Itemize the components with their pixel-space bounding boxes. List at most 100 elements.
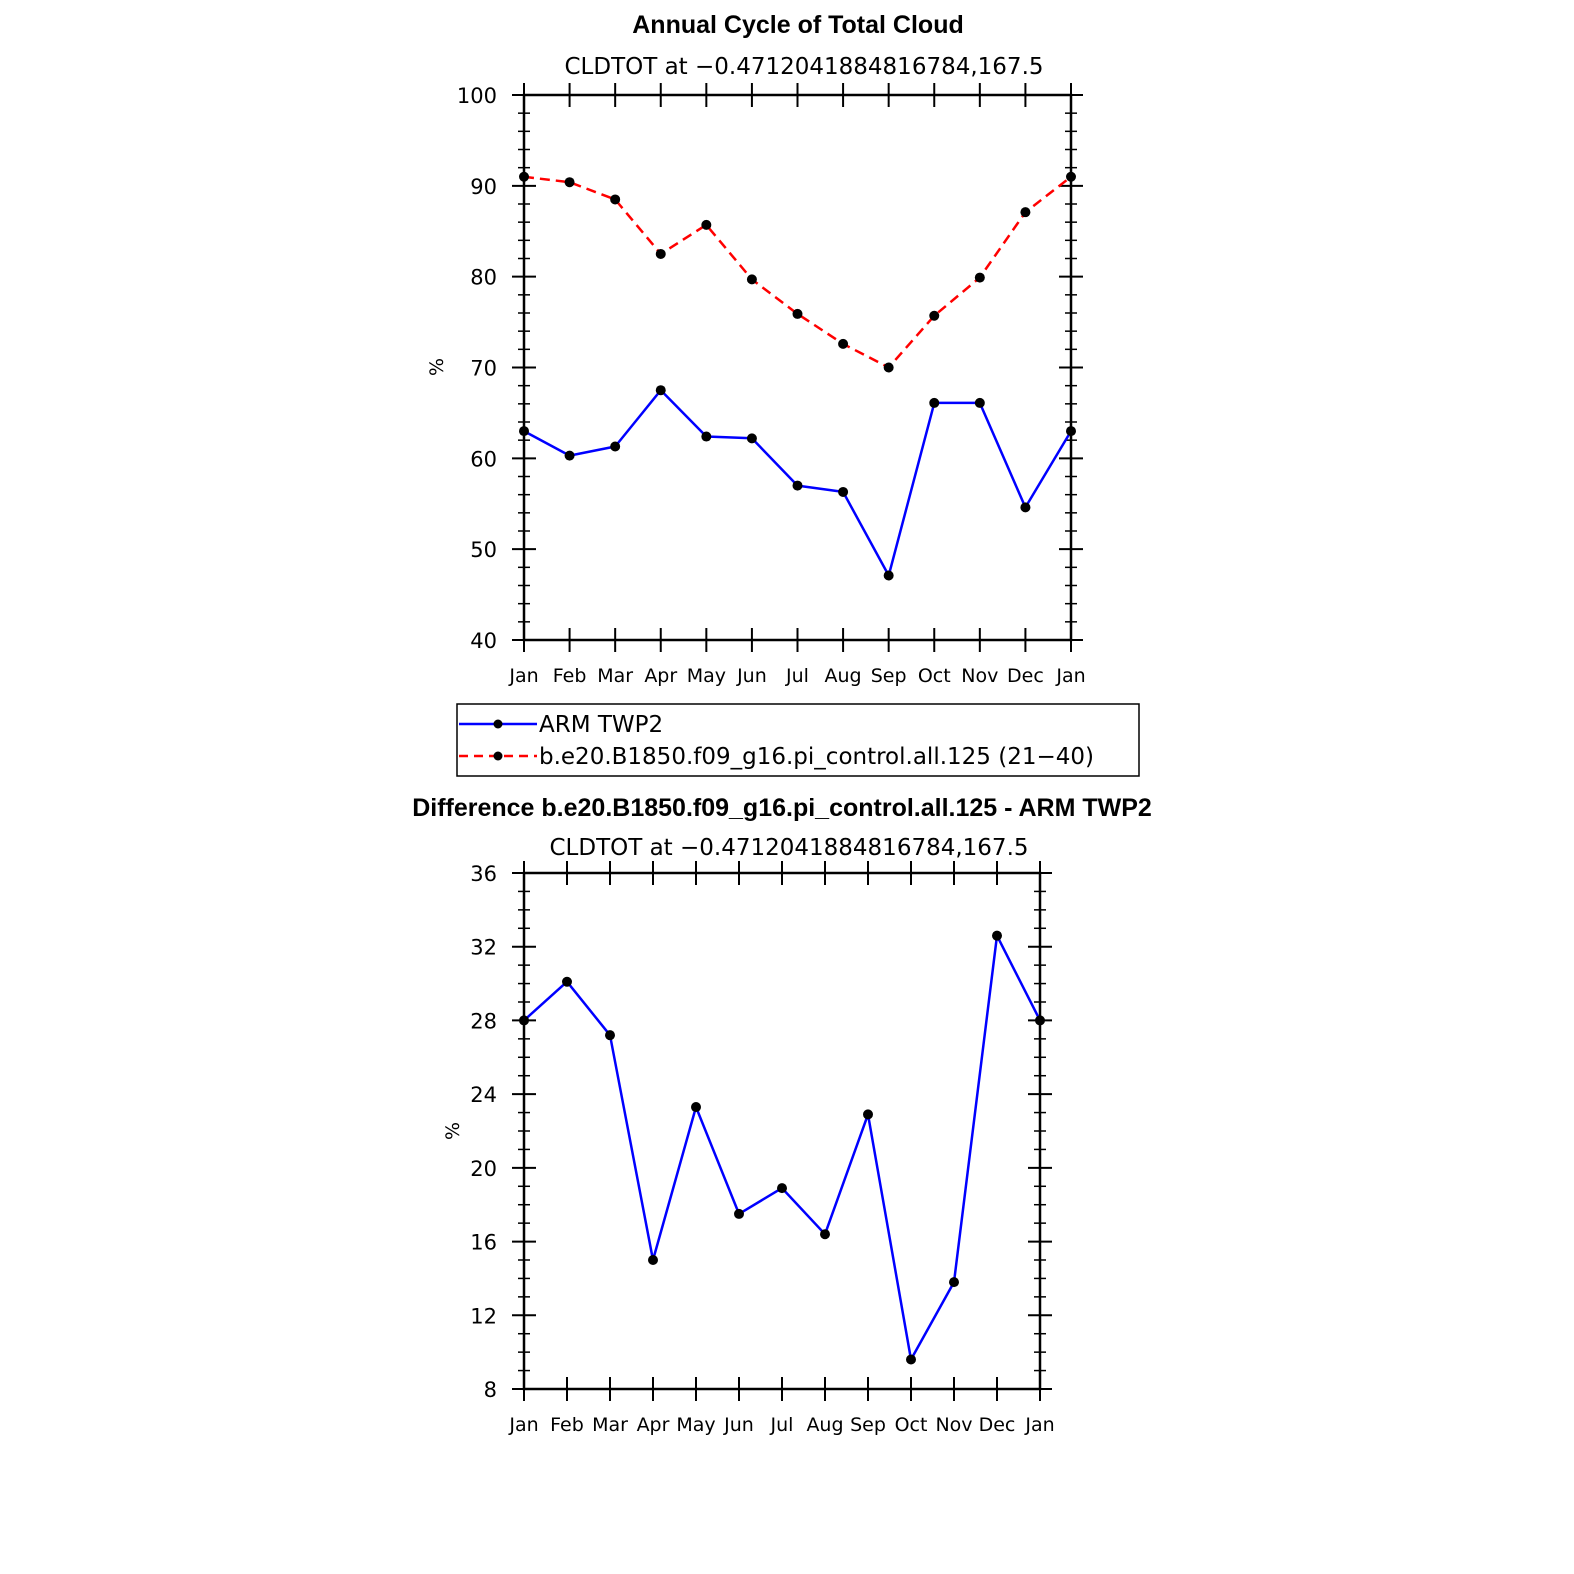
panel2-ytick-label: 24 — [470, 1083, 497, 1107]
panel2-title: Difference b.e20.B1850.f09_g16.pi_contro… — [412, 794, 1152, 822]
panel1-xtick-label: Nov — [961, 665, 998, 687]
panel2-axes: 8 12 16 20 24 28 32 36 Jan Feb Mar Apr May Jun Jul Aug S… — [470, 861, 1055, 1436]
panel1-xtick-label: Dec — [1007, 665, 1044, 687]
panel2-xtick-label: Aug — [806, 1414, 843, 1436]
panel1-series-1-point — [746, 274, 757, 285]
panel2-xtick-label: May — [676, 1414, 715, 1436]
panel1-series-0-point — [929, 397, 940, 408]
panel2-series-0-point — [906, 1354, 916, 1365]
panel2-series-0-point — [648, 1255, 658, 1265]
panel1-xtick-label: Apr — [644, 665, 677, 687]
panel1-xtick-label: Jan — [1055, 665, 1085, 687]
panel1-ytick-label: 100 — [457, 84, 497, 108]
panel2-xtick-label: Nov — [935, 1414, 972, 1436]
panel1-series-0-point — [838, 486, 849, 497]
panel1-series-1-point — [974, 272, 985, 283]
panel2-ytick-label: 8 — [484, 1378, 497, 1402]
panel1-title: Annual Cycle of Total Cloud — [632, 11, 963, 39]
panel1-plot-frame — [522, 93, 1073, 642]
panel1-series-0-point — [519, 426, 529, 437]
panel2-ylabel: % — [442, 1122, 464, 1140]
panel1-series-0-point — [1020, 502, 1031, 513]
panel1-xtick-label: Jan — [508, 665, 538, 687]
panel1-ytick-label: 90 — [470, 175, 497, 199]
panel1-series-1-point — [883, 362, 894, 373]
panel1-series-1-point — [1066, 171, 1076, 182]
panel2-series-0-point — [863, 1109, 873, 1120]
panel2-series-0-point — [734, 1208, 744, 1219]
legend-box — [456, 703, 1140, 777]
panel1-subtitle: CLDTOT at −0.4712041884816784,167.5 — [564, 54, 1043, 80]
panel1-xtick-label: Feb — [553, 665, 587, 687]
panel1-series-0-point — [883, 570, 894, 581]
panel2-xtick-label: Oct — [895, 1414, 928, 1436]
legend: ARM TWP2 b.e20.B1850.f09_g16.pi_control.… — [456, 703, 1140, 777]
panel2-ytick-label: 36 — [470, 862, 497, 886]
panel2-series-0-point — [949, 1277, 959, 1288]
panel2-ytick-label: 16 — [470, 1231, 497, 1255]
difference-panel: Difference b.e20.B1850.f09_g16.pi_contro… — [412, 794, 1152, 1436]
panel2-xtick-label: Jul — [770, 1414, 794, 1436]
panel2-series-line-0 — [523, 934, 1042, 1361]
panel1-series-0-point — [746, 433, 757, 444]
panel1-xtick-label: Sep — [871, 665, 907, 687]
panel2-series-0-point — [820, 1229, 830, 1240]
panel2-series-0-point — [1035, 1015, 1045, 1026]
panel1-series-1-point — [838, 338, 849, 349]
panel1-xtick-label: Jun — [736, 665, 767, 687]
panel2-ytick-label: 12 — [470, 1304, 497, 1328]
panel1-series-1-point — [519, 171, 529, 182]
panel1-series-0-point — [655, 385, 666, 396]
panel2-xtick-label: Jan — [1024, 1414, 1054, 1436]
panel2-series-0-point — [605, 1030, 615, 1041]
panel1-xtick-label: Oct — [918, 665, 951, 687]
panel2-series — [519, 930, 1045, 1365]
panel1-xtick-label: Jul — [785, 665, 809, 687]
panel2-series-0-point — [519, 1015, 529, 1026]
panel1-xtick-label: May — [687, 665, 726, 687]
panel1-series-1-point — [655, 248, 666, 259]
panel1-series-1-point — [610, 194, 621, 205]
panel2-series-0-point — [691, 1102, 701, 1113]
panel2-xtick-label: Jun — [723, 1414, 754, 1436]
panel2-subtitle: CLDTOT at −0.4712041884816784,167.5 — [549, 835, 1028, 861]
panel2-xtick-label: Feb — [550, 1414, 584, 1436]
panel2-ytick-label: 32 — [470, 936, 497, 960]
legend-marker-obs — [493, 719, 503, 729]
panel2-xtick-label: Jan — [508, 1414, 538, 1436]
panel2-xtick-label: Dec — [979, 1414, 1016, 1436]
panel2-ytick-label: 20 — [470, 1157, 497, 1181]
panel2-series-0-point — [992, 930, 1002, 941]
panel2-series-0-point — [777, 1183, 787, 1194]
legend-marker-model — [493, 751, 503, 761]
panel1-series — [519, 171, 1076, 581]
panel1-series-1-point — [1020, 207, 1031, 218]
panel2-series-0-point — [562, 976, 572, 987]
panel1-xtick-label: Aug — [825, 665, 862, 687]
panel1-xtick-label: Mar — [597, 665, 633, 687]
panel1-series-0-point — [1066, 426, 1076, 437]
panel1-series-0-point — [974, 397, 985, 408]
panel2-xtick-label: Mar — [592, 1414, 628, 1436]
panel1-ytick-label: 50 — [470, 538, 497, 562]
annual-cycle-panel: Annual Cycle of Total Cloud CLDTOT at −0… — [426, 11, 1086, 687]
panel1-ytick-label: 70 — [470, 357, 497, 381]
panel2-ytick-label: 28 — [470, 1009, 497, 1033]
panel1-ytick-label: 60 — [470, 447, 497, 471]
legend-label-model: b.e20.B1850.f09_g16.pi_control.all.125 (… — [539, 744, 1094, 770]
panel1-ylabel: % — [426, 358, 448, 376]
panel1-ytick-label: 40 — [470, 629, 497, 653]
panel1-series-1-point — [792, 308, 803, 319]
panel1-series-0-point — [564, 450, 575, 461]
panel1-series-1-point — [929, 310, 940, 321]
panel1-series-line-1 — [523, 175, 1072, 369]
panel1-series-0-point — [792, 480, 803, 491]
panel1-ytick-label: 80 — [470, 266, 497, 290]
panel1-axes: 40 50 60 70 80 90 100 Jan Feb Mar Apr May Jun Jul Aug S… — [457, 83, 1086, 687]
panel1-series-1-point — [701, 219, 712, 230]
panel2-xtick-label: Apr — [637, 1414, 670, 1436]
panel2-xtick-label: Sep — [850, 1414, 886, 1436]
panel2-plot-frame — [522, 871, 1042, 1391]
